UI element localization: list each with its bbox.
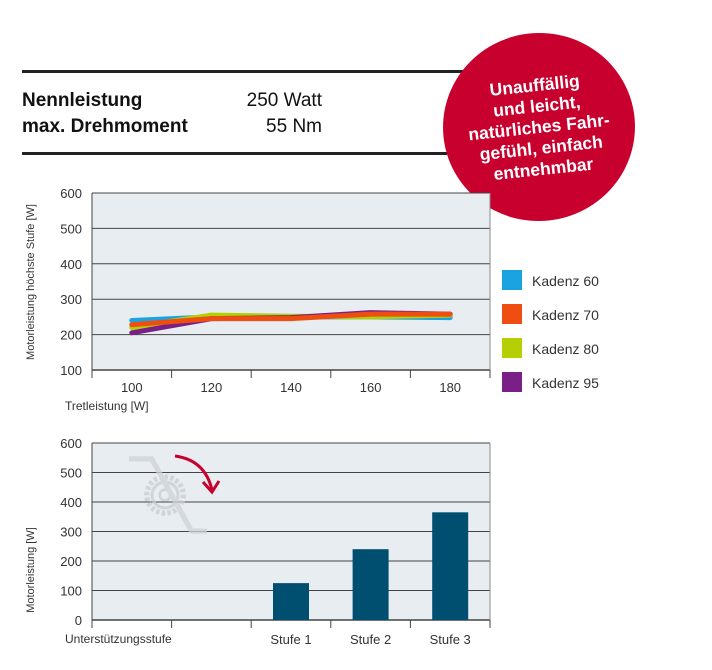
bottom-rule (22, 152, 447, 155)
legend-label: Kadenz 60 (532, 273, 599, 289)
line-chart-ytick-label: 500 (60, 221, 82, 236)
line-chart-ytick-label: 600 (60, 186, 82, 201)
legend-label: Kadenz 70 (532, 307, 599, 323)
bar-chart-ylabel: Motorleistung [W] (25, 527, 37, 613)
spec-label: Nennleistung (22, 90, 143, 111)
spec-value: 55 Nm (266, 116, 322, 137)
legend-label: Kadenz 80 (532, 341, 599, 357)
bar-chart-xtick-label: Stufe 2 (350, 632, 391, 647)
line-chart-ytick-label: 400 (60, 257, 82, 272)
line-chart-xtick-label: 140 (280, 380, 302, 395)
legend-swatch (502, 270, 522, 290)
bar-chart-ytick-label: 400 (60, 495, 82, 510)
spec-row-power: Nennleistung 250 Watt (22, 90, 322, 114)
rotation-arrowhead-icon (201, 480, 221, 495)
line-chart-xtick-label: 100 (121, 380, 143, 395)
line-chart-xtick-label: 120 (201, 380, 223, 395)
spec-value: 250 Watt (246, 90, 322, 111)
legend-swatch (502, 338, 522, 358)
bar-chart-ytick-label: 600 (60, 436, 82, 451)
bar-chart-ytick-label: 300 (60, 525, 82, 540)
bar-3 (432, 512, 469, 620)
line-chart-ylabel: Motorleistung höchste Stufe [W] (25, 204, 37, 360)
series-line-kadenz-70 (129, 311, 453, 328)
bar-chart-ytick-label: 200 (60, 554, 82, 569)
bar-chart-ytick-label: 0 (75, 613, 82, 628)
bar-1 (273, 583, 309, 620)
bar-chart-ytick-label: 100 (60, 584, 82, 599)
bar-chart-xtick-label: Stufe 3 (430, 632, 471, 647)
line-chart-xtick-label: 180 (439, 380, 461, 395)
bar-2 (352, 549, 389, 620)
legend-swatch (502, 304, 522, 324)
line-chart-xlabel: Tretleistung [W] (65, 399, 149, 413)
bar-chart-ytick-label: 500 (60, 466, 82, 481)
legend-label: Kadenz 95 (532, 375, 599, 391)
spec-label: max. Drehmoment (22, 116, 188, 137)
top-rule (22, 70, 472, 73)
rotation-arrow-icon (174, 454, 214, 491)
line-chart-plot-area (92, 193, 490, 370)
bar-chart-xlabel: Unterstützungsstufe (65, 632, 172, 646)
spec-row-torque: max. Drehmoment 55 Nm (22, 116, 322, 140)
line-chart-xtick-label: 160 (360, 380, 382, 395)
legend-swatch (502, 372, 522, 392)
line-chart-ytick-label: 100 (60, 363, 82, 378)
line-chart-ytick-label: 300 (60, 292, 82, 307)
bar-chart-xtick-label: Stufe 1 (270, 632, 311, 647)
line-chart-ytick-label: 200 (60, 328, 82, 343)
